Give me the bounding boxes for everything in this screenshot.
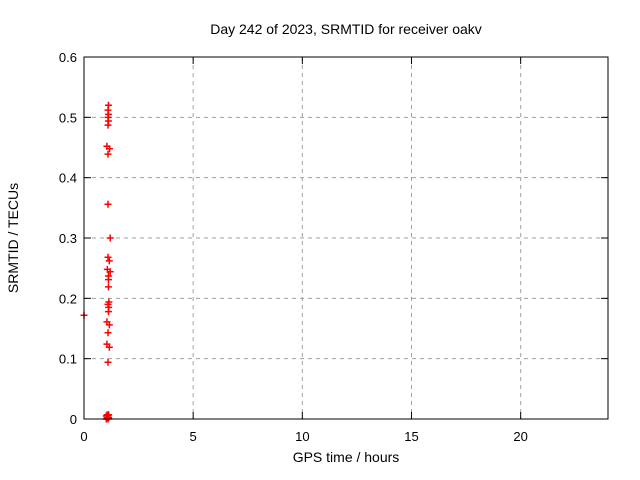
scatter-point-plus-marker	[105, 321, 113, 329]
scatter-point-plus-marker	[104, 150, 112, 158]
y-axis-label: SRMTID / TECUs	[5, 183, 21, 293]
data-points	[80, 101, 114, 423]
x-tick-label: 20	[513, 429, 527, 444]
x-tick-label: 0	[80, 429, 87, 444]
y-tick-label: 0.3	[59, 231, 77, 246]
x-tick-label: 10	[295, 429, 309, 444]
x-tick-label: 15	[404, 429, 418, 444]
scatter-point-plus-marker	[104, 283, 112, 291]
axis-ticks	[83, 56, 608, 420]
scatter-point-plus-marker	[105, 411, 113, 419]
y-tick-label: 0.6	[59, 50, 77, 65]
scatter-point-plus-marker	[104, 276, 112, 284]
scatter-point-plus-marker	[104, 121, 112, 129]
y-tick-label: 0.1	[59, 352, 77, 367]
scatter-point-plus-marker	[104, 200, 112, 208]
scatter-point-plus-marker	[104, 308, 112, 316]
y-tick-label: 0	[70, 412, 77, 427]
scatter-point-plus-marker	[105, 257, 113, 265]
x-axis-label: GPS time / hours	[293, 449, 400, 465]
chart-title: Day 242 of 2023, SRMTID for receiver oak…	[210, 21, 482, 37]
scatter-point-plus-marker	[106, 145, 114, 153]
scatter-point-plus-marker	[106, 268, 114, 276]
scatter-point-plus-marker	[106, 234, 114, 242]
plot-border	[83, 56, 609, 420]
scatter-point-plus-marker	[104, 329, 112, 337]
scatter-point-plus-marker	[104, 253, 112, 261]
scatter-point-plus-marker	[105, 343, 113, 351]
gridlines	[84, 57, 608, 419]
y-tick-label: 0.2	[59, 291, 77, 306]
y-tick-label: 0.5	[59, 110, 77, 125]
scatter-point-plus-marker	[104, 358, 112, 366]
x-tick-label: 5	[190, 429, 197, 444]
tick-labels: 0 5 10 15 20 0 0.1 0.2 0.3 0.4 0.5 0.6	[59, 50, 528, 444]
y-tick-label: 0.4	[59, 171, 77, 186]
